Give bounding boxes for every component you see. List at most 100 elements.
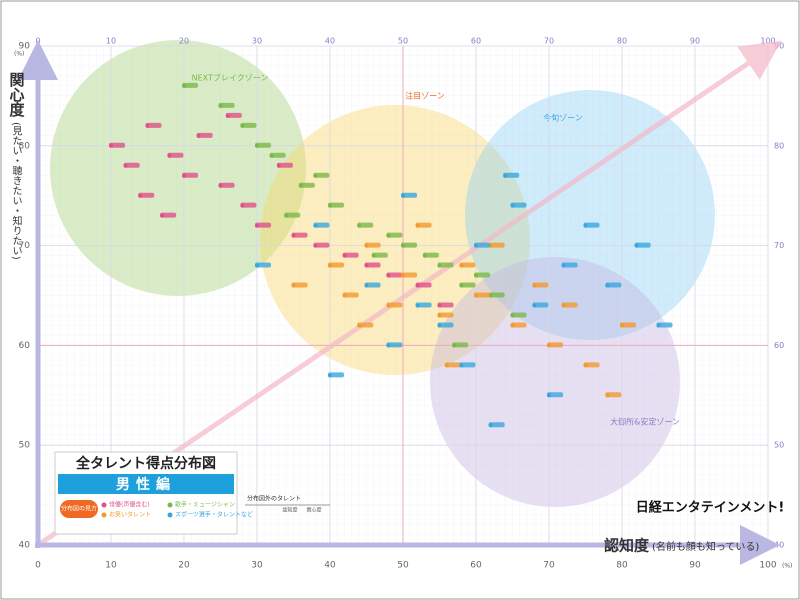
talent-dot [510,323,515,328]
talent-dot [583,223,588,228]
y-tick-label: 50 [19,441,31,451]
talent-dot [218,103,223,108]
talent-point [291,282,308,288]
legend-label: 歌手・ミュージシャン [175,501,235,509]
talent-dot [561,263,566,268]
talent-dot [437,323,442,328]
talent-dot [109,143,113,148]
talent-dot [357,323,362,328]
talent-dot [298,183,303,188]
x-tick-label: 50 [397,561,409,571]
talent-point [145,122,162,128]
talent-point [532,302,549,308]
y-tick-label-right: 40 [774,541,784,550]
talent-dot [342,293,347,298]
talent-point [415,302,432,308]
unit: (%) [782,563,792,570]
x-tick-label-top: 90 [690,37,700,46]
y-tick-label-right: 90 [774,42,784,51]
talent-dot [182,83,186,88]
table-column: 関心度 [306,507,321,514]
talent-point [357,322,374,328]
y-label: 関心度 [8,72,26,118]
talent-point [415,222,432,228]
talent-dot [284,213,289,218]
y-tick-label-right: 80 [774,141,784,150]
talent-point [255,262,271,268]
y-tick-label: 60 [19,341,31,351]
talent-point [634,242,651,248]
talent-dot [357,223,362,228]
legend-label: 俳優(声優含む) [109,501,150,509]
x-tick-label: 40 [324,561,336,571]
talent-point [437,322,454,328]
legend-swatch [167,502,173,508]
talent-point [364,282,381,288]
talent-point [415,282,432,288]
talent-dot [547,343,551,348]
x-tick-label-top: 80 [617,37,627,46]
talent-point [276,162,293,168]
talent-point [196,132,213,138]
talent-dot [196,133,201,138]
talent-dot [422,253,427,258]
talent-point [364,242,381,248]
talent-dot [328,203,332,208]
talent-point [218,102,235,108]
talent-point [422,252,439,258]
x-tick-label-top: 60 [471,37,481,46]
y-tick-label-right: 60 [774,341,784,350]
x-tick-label: 80 [616,561,628,571]
talent-point [488,242,505,248]
x-tick-label: 20 [178,561,190,571]
talent-dot [255,263,259,268]
talent-dot [474,243,478,248]
talent-point [444,362,461,368]
talent-point [313,172,330,178]
subtitle: 男性編 [116,476,176,493]
talent-dot [138,193,143,198]
talent-point [386,302,403,308]
talent-dot [444,363,449,368]
zone-label: 今旬ゾーン [543,113,583,123]
talent-dot [474,293,478,298]
talent-point [605,282,622,288]
talent-point [218,182,235,188]
talent-point [605,392,622,398]
talent-dot [255,143,259,148]
talent-dot [401,273,405,278]
title: 全タレント得点分布図 [75,455,216,472]
talent-point [561,262,578,268]
talent-dot [547,393,551,398]
talent-point [488,422,505,428]
x-tick-label-top: 20 [179,37,189,46]
talent-dot [255,223,259,228]
talent-point [109,142,125,148]
talent-point [547,342,563,348]
talent-dot [364,243,369,248]
talent-dot [401,193,405,198]
y-tick-label: 40 [19,541,31,551]
talent-dot [656,323,661,328]
y-tick-label: 80 [19,141,31,151]
talent-point [620,322,636,328]
talent-point [437,302,454,308]
y-tick-label-right: 70 [774,241,784,250]
talent-dot [488,423,493,428]
talent-point [123,162,140,168]
legend-swatch [101,502,107,508]
talent-dot [532,303,537,308]
talent-dot [145,123,150,128]
legend-label: スポーツ選手・タレントなど [175,511,253,519]
talent-point [240,202,257,208]
talent-dot [510,203,515,208]
talent-point [401,192,417,198]
talent-point [182,82,198,88]
talent-dot [386,273,391,278]
talent-dot [291,233,296,238]
talent-dot [386,343,391,348]
talent-point [269,152,286,158]
talent-dot [313,243,318,248]
